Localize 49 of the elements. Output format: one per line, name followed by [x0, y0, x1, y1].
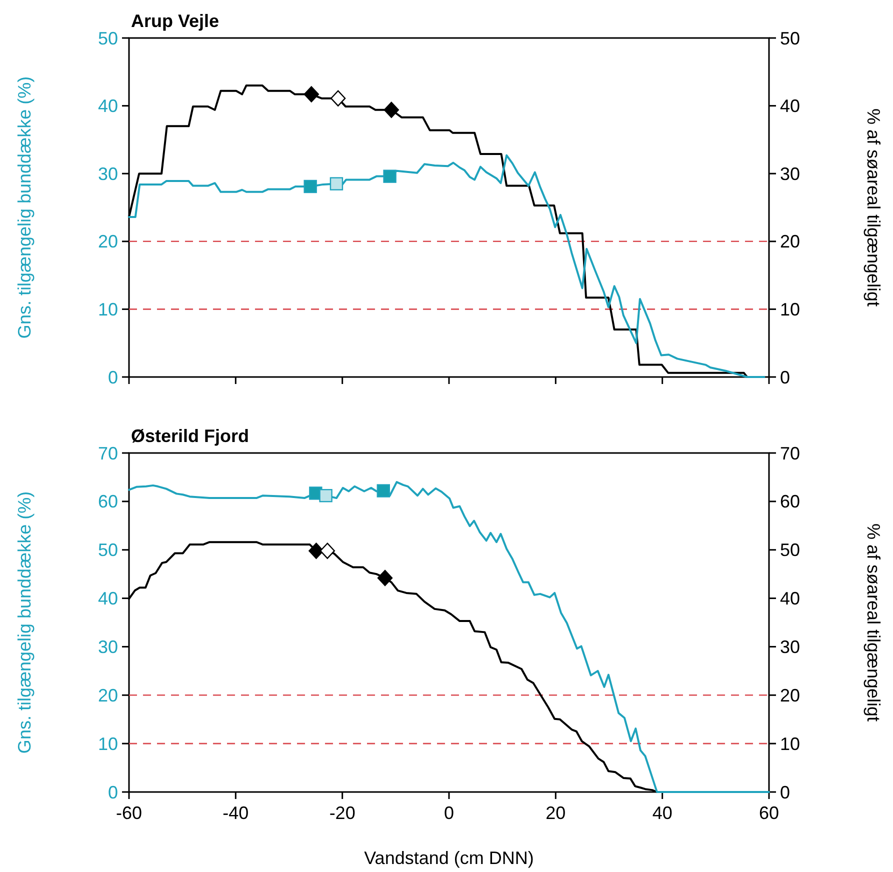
point — [330, 90, 346, 106]
x-tick-label: 20 — [546, 803, 566, 823]
y2-tick-label: 30 — [780, 637, 800, 658]
y-tick-label: 40 — [98, 96, 118, 116]
chart-title: Østerild Fjord — [131, 426, 250, 446]
point — [384, 102, 399, 118]
x-axis-title: Vandstand (cm DNN) — [364, 848, 534, 868]
y2-tick-label: 40 — [780, 588, 800, 609]
y-tick-label: 30 — [98, 637, 118, 658]
x-tick-label: -20 — [329, 803, 356, 823]
y-tick-label: 10 — [98, 734, 118, 754]
y2-tick-label: 0 — [780, 782, 790, 802]
y-tick-label: 0 — [108, 367, 118, 388]
y2-tick-label: 20 — [780, 685, 800, 706]
y-tick-label: 40 — [98, 588, 118, 609]
y-axis-title: Gns. tilgængelig bunddække (%) — [14, 491, 34, 754]
y2-tick-label: 10 — [780, 300, 800, 320]
y-tick-label: 20 — [98, 232, 118, 252]
x-tick-label: -40 — [222, 803, 249, 823]
y2-axis-title: % af søareal tilgængeligt — [864, 523, 884, 722]
y2-tick-label: 60 — [780, 492, 800, 512]
x-tick-label: 0 — [444, 803, 454, 823]
y-tick-label: 10 — [98, 300, 118, 320]
y-tick-label: 30 — [98, 164, 118, 184]
y2-axis-title: % af søareal tilgængeligt — [864, 108, 884, 307]
y2-tick-label: 10 — [780, 734, 800, 754]
y-tick-label: 50 — [98, 28, 118, 48]
y2-tick-label: 50 — [780, 540, 800, 560]
y-tick-label: 70 — [98, 443, 118, 464]
y2-tick-label: 30 — [780, 164, 800, 184]
y2-tick-label: 70 — [780, 443, 800, 464]
y-tick-label: 60 — [98, 492, 118, 512]
x-tick-label: 40 — [652, 803, 672, 823]
y2-tick-label: 50 — [780, 28, 800, 48]
line-series — [128, 154, 766, 378]
y-tick-label: 50 — [98, 540, 118, 560]
y2-tick-label: 0 — [780, 367, 790, 388]
chart-title: Arup Vejle — [131, 11, 220, 31]
y-tick-label: 20 — [98, 685, 118, 706]
point — [383, 170, 396, 183]
x-tick-label: -60 — [116, 803, 142, 823]
y-axis-title: Gns. tilgængelig bunddække (%) — [14, 76, 34, 339]
x-tick-label: 60 — [758, 803, 780, 823]
y-tick-label: 0 — [108, 782, 118, 802]
y2-tick-label: 40 — [780, 96, 800, 116]
point — [330, 177, 344, 190]
point — [304, 86, 319, 102]
point — [304, 180, 317, 194]
y2-tick-label: 20 — [780, 232, 800, 252]
